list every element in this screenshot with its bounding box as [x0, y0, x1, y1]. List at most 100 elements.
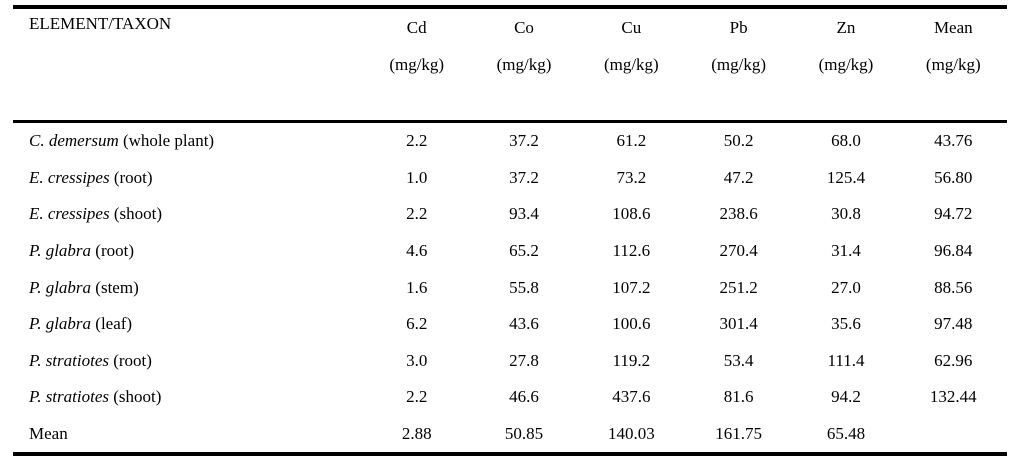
table-row: P. stratiotes (shoot) 2.2 46.6 437.6 81.6 94.…	[13, 379, 1007, 416]
value-cell: 132.44	[929, 387, 977, 407]
value-cell: 107.2	[612, 277, 651, 297]
value-cell: 161.75	[715, 424, 763, 444]
value-cell: 270.4	[719, 241, 758, 261]
value-cell: 81.6	[723, 387, 754, 407]
value-cell: 65.48	[826, 424, 866, 444]
value-cell: 56.80	[934, 167, 973, 187]
value-cell: 301.4	[719, 314, 758, 334]
column-element-label: Zn	[836, 18, 856, 37]
taxon-name: P. stratiotes	[29, 350, 109, 370]
taxon-name: C. demersum	[29, 131, 119, 151]
column-header-element-taxon: ELEMENT/TAXON	[29, 14, 172, 33]
value-cell: 47.2	[723, 167, 754, 187]
value-cell: 65.2	[509, 241, 539, 261]
value-cell: 2.2	[406, 131, 428, 151]
value-cell: 6.2	[406, 314, 428, 334]
value-cell: 2.88	[401, 424, 432, 444]
taxon-cell: E. cressipes (root)	[13, 160, 363, 197]
column-element-label: Pb	[729, 18, 748, 37]
taxon-part: (whole plant)	[122, 131, 215, 151]
table-row: P. stratiotes (root) 3.0 27.8 119.2 53.4 111.…	[13, 343, 1007, 380]
value-cell: 37.2	[509, 131, 539, 151]
column-header-cu: Cu (mg/kg)	[578, 7, 685, 122]
taxon-part: (root)	[95, 241, 135, 261]
value-cell: 97.48	[934, 314, 973, 334]
taxon-name: P. glabra	[29, 241, 92, 261]
column-unit-label: (mg/kg)	[711, 55, 767, 74]
value-cell: 35.6	[831, 314, 861, 334]
value-cell: 2.2	[406, 387, 428, 407]
table-row: P. glabra (stem) 1.6 55.8 107.2 251.2 27.0 88.…	[13, 269, 1007, 306]
value-cell: 125.4	[826, 167, 866, 187]
column-header-cd: Cd (mg/kg)	[363, 7, 470, 122]
value-cell	[900, 416, 1007, 455]
value-cell: 4.6	[406, 241, 428, 261]
taxon-part: (leaf)	[95, 314, 133, 334]
taxon-part: (shoot)	[113, 387, 162, 407]
table-row: E. cressipes (shoot) 2.2 93.4 108.6 238.6 30.…	[13, 196, 1007, 233]
taxon-cell: C. demersum (whole plant)	[13, 122, 363, 160]
taxon-name: P. glabra	[29, 277, 92, 297]
table-row: E. cressipes (root) 1.0 37.2 73.2 47.2 125.4 5…	[13, 160, 1007, 197]
taxon-cell: P. glabra (stem)	[13, 269, 363, 306]
column-header-pb: Pb (mg/kg)	[685, 7, 792, 122]
value-cell: 1.0	[406, 167, 428, 187]
table-row: Mean 2.88 50.85 140.03 161.75 65.48	[13, 416, 1007, 455]
taxon-part: (root)	[113, 350, 152, 370]
taxon-name: E. cressipes	[29, 204, 110, 224]
value-cell: 140.03	[607, 424, 655, 444]
value-cell: 119.2	[612, 350, 651, 370]
value-cell: 1.6	[406, 277, 428, 297]
value-cell: 53.4	[723, 350, 754, 370]
column-unit-label: (mg/kg)	[496, 55, 552, 74]
value-cell: 31.4	[831, 241, 861, 261]
value-cell: 37.2	[509, 167, 539, 187]
value-cell: 108.6	[612, 204, 651, 224]
value-cell: 73.2	[616, 167, 647, 187]
value-cell: 2.2	[406, 204, 428, 224]
column-header-zn: Zn (mg/kg)	[792, 7, 899, 122]
table-row: C. demersum (whole plant) 2.2 37.2 61.2 50.2…	[13, 122, 1007, 160]
value-cell: 30.8	[831, 204, 861, 224]
column-element-label: Cu	[621, 18, 642, 37]
column-unit-label: (mg/kg)	[925, 55, 981, 74]
taxon-name: P. stratiotes	[29, 387, 109, 407]
column-header-co: Co (mg/kg)	[470, 7, 577, 122]
taxon-cell: P. glabra (root)	[13, 233, 363, 270]
taxon-name: P. glabra	[29, 314, 92, 334]
value-cell: 50.2	[723, 131, 754, 151]
value-cell: 68.0	[831, 131, 861, 151]
value-cell: 111.4	[827, 350, 865, 370]
table-row: P. glabra (leaf) 6.2 43.6 100.6 301.4 35.6 97.…	[13, 306, 1007, 343]
header-row: ELEMENT/TAXON Cd (mg/kg) Co (mg/kg) Cu (mg/kg…	[13, 7, 1007, 122]
value-cell: 62.96	[934, 350, 973, 370]
column-element-label: Co	[514, 18, 534, 37]
value-cell: 100.6	[612, 314, 651, 334]
value-cell: 437.6	[612, 387, 651, 407]
value-cell: 251.2	[719, 277, 758, 297]
value-cell: 43.6	[509, 314, 539, 334]
taxon-cell: P. glabra (leaf)	[13, 306, 363, 343]
table-header: ELEMENT/TAXON Cd (mg/kg) Co (mg/kg) Cu (mg/kg…	[13, 7, 1007, 122]
value-cell: 27.8	[509, 350, 539, 370]
column-element-label: Cd	[406, 18, 427, 37]
column-unit-label: (mg/kg)	[389, 55, 445, 74]
taxon-cell: P. stratiotes (shoot)	[13, 379, 363, 416]
value-cell: 46.6	[509, 387, 539, 407]
taxon-part: Mean	[29, 424, 68, 444]
value-cell: 238.6	[719, 204, 758, 224]
value-cell: 88.56	[934, 277, 973, 297]
value-cell: 50.85	[504, 424, 544, 444]
taxon-part: (shoot)	[113, 204, 162, 224]
value-cell: 3.0	[406, 350, 428, 370]
taxon-part: (stem)	[95, 277, 139, 297]
taxon-name: E. cressipes	[29, 167, 110, 187]
table-row: P. glabra (root) 4.6 65.2 112.6 270.4 31.4 96.…	[13, 233, 1007, 270]
value-cell: 94.72	[934, 204, 973, 224]
column-element-label: Mean	[933, 18, 973, 37]
element-taxon-table: ELEMENT/TAXON Cd (mg/kg) Co (mg/kg) Cu (mg/kg…	[13, 5, 1007, 457]
value-cell: 27.0	[831, 277, 861, 297]
value-cell: 61.2	[616, 131, 647, 151]
table-body: C. demersum (whole plant) 2.2 37.2 61.2 50.2…	[13, 122, 1007, 455]
